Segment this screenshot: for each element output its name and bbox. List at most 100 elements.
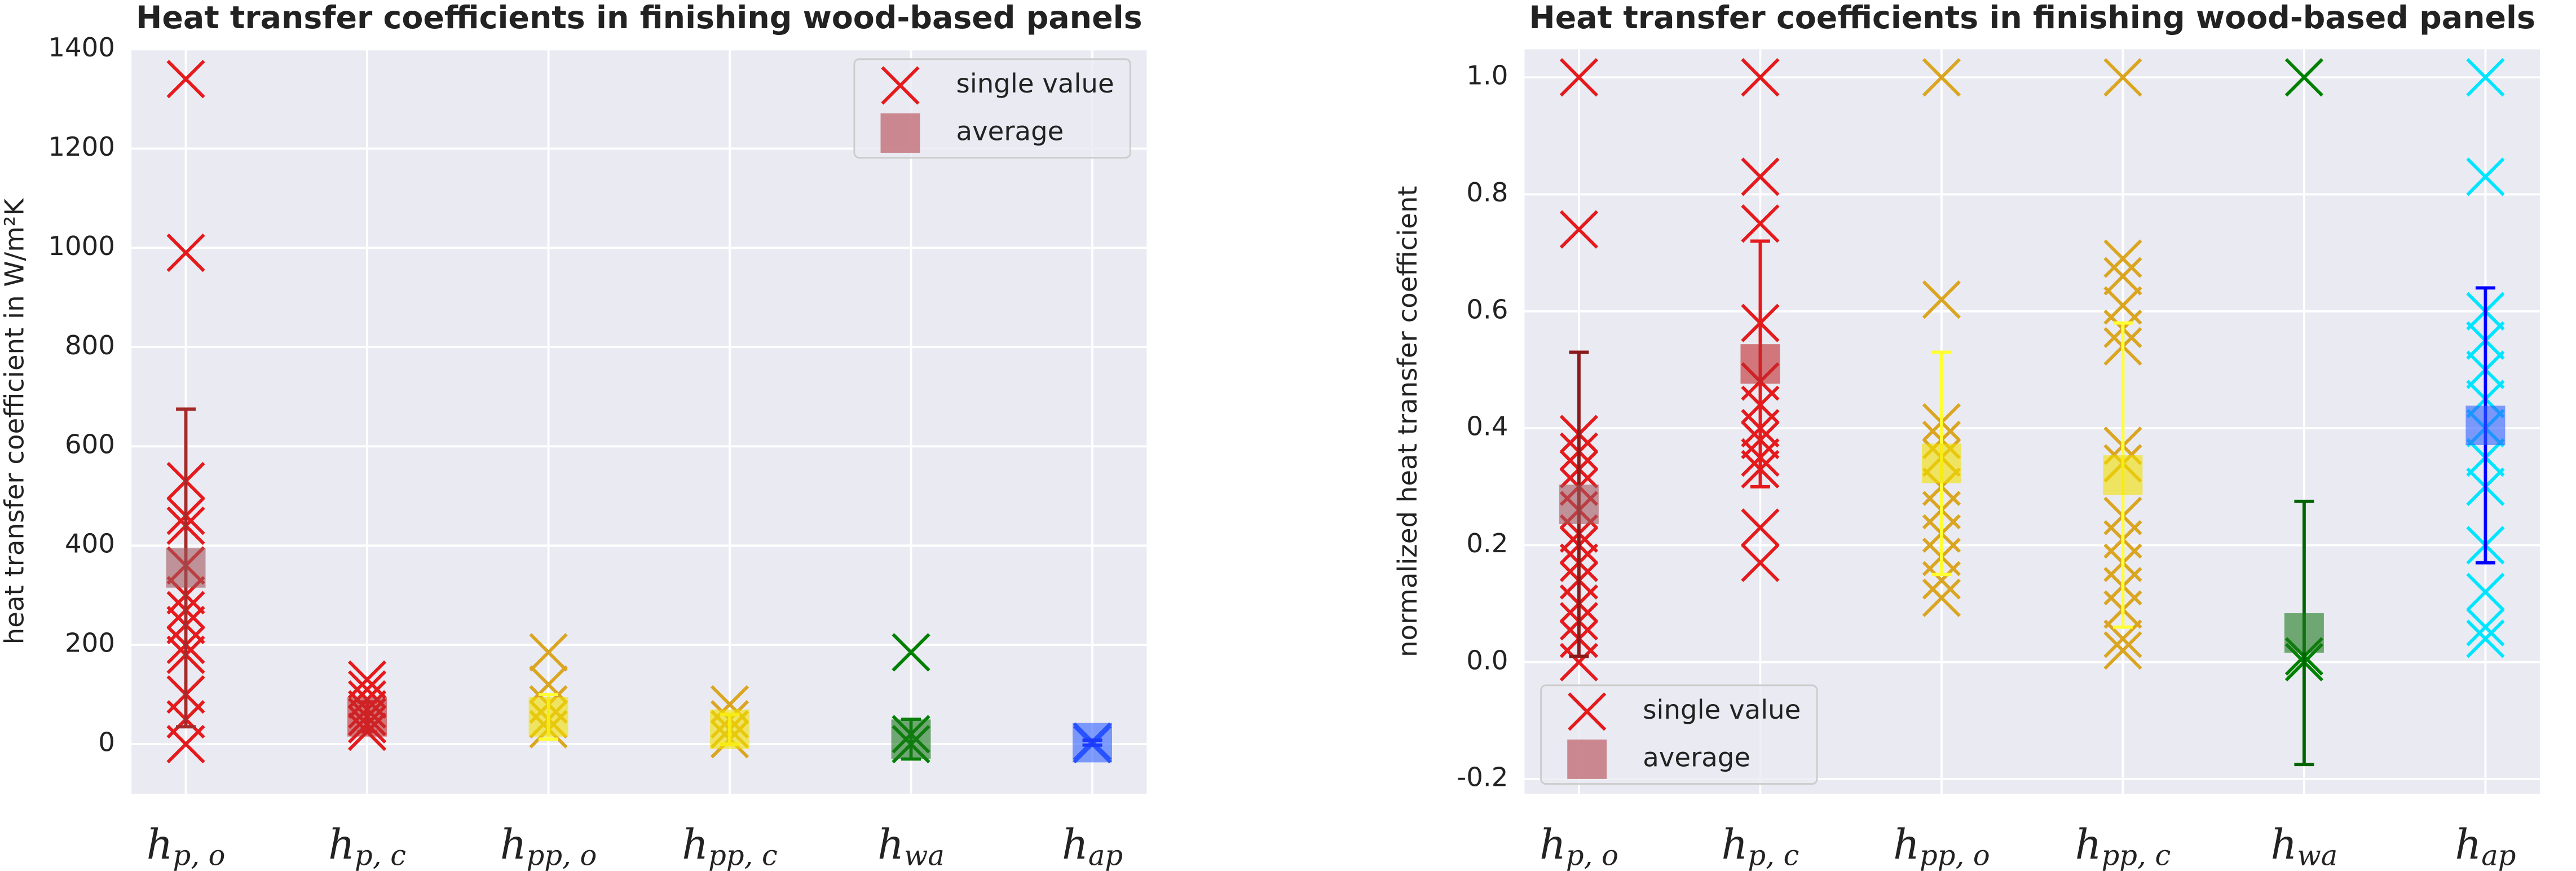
single-value-marker	[166, 724, 205, 764]
x-tick-label: hp, c	[1722, 821, 1799, 871]
x-tick-label-sub: p, c	[1748, 839, 1799, 871]
single-value-marker	[2103, 631, 2142, 670]
average-marker	[1559, 484, 1599, 524]
x-tick-label-sub: wa	[904, 839, 945, 871]
single-value-marker	[1922, 561, 1961, 600]
y-axis-label: heat transfer coefficient in W/m²K	[0, 198, 30, 645]
y-tick-label: 1200	[48, 131, 115, 162]
average-marker	[891, 719, 931, 759]
average-marker	[528, 697, 568, 737]
single-value-marker	[1922, 280, 1961, 319]
x-tick-label: hp, o	[147, 821, 226, 871]
legend-marker	[880, 113, 920, 153]
single-value-marker	[1741, 508, 1780, 547]
single-value-marker	[1922, 578, 1961, 617]
plot-background	[1524, 49, 2540, 794]
x-tick-label-base: h	[877, 821, 904, 869]
y-tick-label: 0.0	[1466, 645, 1508, 675]
single-value-marker	[166, 234, 205, 272]
y-tick-label: 0.2	[1466, 528, 1508, 558]
single-value-marker	[1741, 204, 1780, 243]
legend-label: average	[1643, 742, 1750, 772]
single-value-marker	[2466, 157, 2505, 196]
x-tick-label-base: h	[1893, 821, 1920, 869]
legend-label: single value	[1643, 694, 1801, 725]
chart: Heat transfer coefficients in finishing …	[1392, 0, 2540, 871]
y-tick-label: 0.8	[1466, 177, 1508, 208]
x-tick-label-sub: p, o	[1566, 839, 1618, 871]
legend-label: average	[956, 116, 1064, 146]
average-marker	[1740, 344, 1780, 384]
single-value-marker	[2284, 58, 2324, 97]
x-tick-label: hpp, c	[682, 821, 778, 871]
average-marker	[710, 709, 749, 749]
x-tick-label: hpp, c	[2075, 821, 2171, 871]
legend-marker	[1567, 739, 1607, 779]
x-tick-label-base: h	[2075, 821, 2102, 869]
x-tick-label-sub: p, c	[355, 839, 406, 871]
x-tick-label: hpp, o	[500, 821, 597, 871]
average-marker	[1921, 443, 1961, 483]
average-marker	[2465, 406, 2506, 445]
y-tick-label: 1400	[48, 32, 115, 63]
single-value-marker	[1559, 643, 1599, 681]
single-value-marker	[2466, 573, 2505, 612]
x-tick-label-sub: pp, c	[708, 839, 778, 871]
y-tick-label: 200	[65, 628, 115, 658]
x-tick-label: hwa	[2271, 821, 2338, 871]
y-tick-label: 0.6	[1466, 294, 1508, 324]
single-value-marker	[1741, 58, 1780, 97]
single-value-marker	[2466, 619, 2505, 658]
y-tick-label: 1.0	[1466, 60, 1508, 91]
average-marker	[347, 697, 387, 737]
legend-marker	[881, 66, 920, 105]
x-tick-label-base: h	[1540, 821, 1566, 869]
single-value-marker	[2103, 239, 2142, 278]
x-tick-label-sub: pp, o	[1920, 839, 1990, 871]
x-tick-label-base: h	[682, 821, 708, 869]
x-tick-label: hp, c	[328, 821, 406, 871]
x-tick-label-sub: pp, o	[527, 839, 597, 871]
single-value-marker	[1741, 543, 1780, 582]
single-value-marker	[2103, 257, 2142, 296]
x-tick-label: hap	[2455, 821, 2516, 871]
chart-title: Heat transfer coefficients in finishing …	[1529, 0, 2535, 36]
chart: Heat transfer coefficients in finishing …	[0, 0, 1147, 871]
x-tick-label-sub: pp, c	[2102, 839, 2171, 871]
x-tick-label-base: h	[147, 821, 173, 869]
y-tick-label: 800	[65, 330, 115, 360]
single-value-marker	[529, 633, 568, 672]
legend-marker	[1568, 692, 1607, 731]
average-marker	[166, 548, 206, 588]
x-tick-label-base: h	[1062, 821, 1088, 869]
y-tick-label: 1000	[48, 231, 115, 261]
y-tick-label: 0.4	[1466, 411, 1508, 442]
single-value-marker	[1741, 157, 1780, 196]
x-tick-label-base: h	[2455, 821, 2481, 869]
single-value-marker	[166, 60, 205, 99]
x-tick-label-sub: p, o	[173, 839, 226, 871]
single-value-marker	[2103, 58, 2142, 97]
y-tick-label: 0	[98, 727, 115, 758]
average-marker	[1073, 723, 1112, 763]
x-tick-label-base: h	[500, 821, 527, 869]
x-tick-label-base: h	[328, 821, 355, 869]
single-value-marker	[347, 660, 387, 699]
single-value-marker	[529, 665, 568, 704]
y-axis-label: normalized heat transfer coefficient	[1392, 186, 1423, 657]
single-value-marker	[1559, 58, 1599, 97]
x-tick-label-sub: ap	[2481, 839, 2516, 871]
single-value-marker	[1559, 210, 1599, 249]
x-tick-label: hwa	[877, 821, 945, 871]
average-marker	[2103, 455, 2143, 495]
average-marker	[2284, 613, 2324, 653]
x-tick-label: hap	[1062, 821, 1123, 871]
legend-box	[853, 58, 1131, 159]
x-tick-label: hpp, o	[1893, 821, 1990, 871]
single-value-marker	[2466, 58, 2505, 97]
single-value-marker	[892, 633, 930, 672]
x-tick-label: hp, o	[1540, 821, 1618, 871]
single-value-marker	[2466, 608, 2505, 646]
plot-background	[131, 49, 1147, 794]
